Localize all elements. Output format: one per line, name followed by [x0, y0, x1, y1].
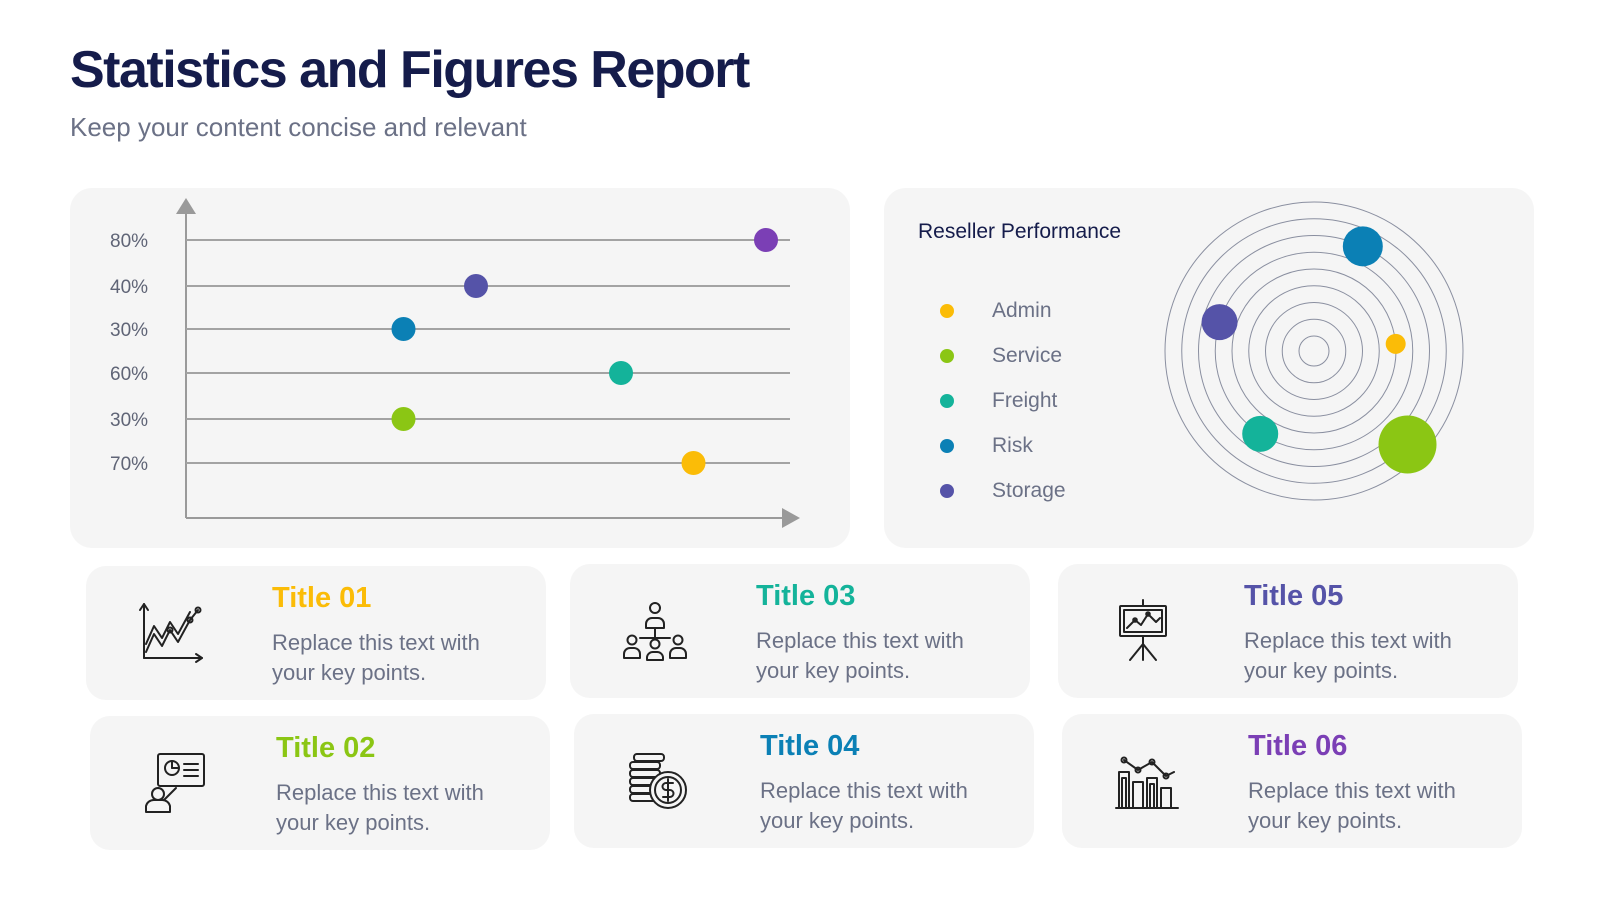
ring — [1265, 302, 1363, 400]
bubble-service — [1378, 415, 1437, 474]
bubble-storage — [1201, 304, 1238, 341]
legend-label: Storage — [992, 478, 1066, 502]
ring — [1281, 318, 1347, 384]
card-title: Title 05 — [1244, 580, 1344, 612]
legend-label: Risk — [992, 433, 1033, 457]
card-text: Replace this text with your key points. — [1248, 778, 1456, 833]
y-tick-label: 60% — [110, 364, 148, 385]
ring — [1214, 251, 1414, 451]
legend-item-admin: Admin — [940, 288, 1066, 333]
card-title: Title 04 — [760, 730, 860, 762]
y-tick-label: 70% — [110, 454, 148, 475]
data-point — [609, 361, 633, 385]
ring — [1198, 235, 1430, 467]
data-point — [754, 228, 778, 252]
legend-item-risk: Risk — [940, 423, 1066, 468]
card-title: Title 03 — [756, 580, 856, 612]
coins-dollar-icon — [629, 753, 687, 809]
info-card-06: Title 06 Replace this text with your key… — [1062, 714, 1522, 848]
bubble-risk — [1342, 226, 1383, 267]
legend-item-freight: Freight — [940, 378, 1066, 423]
legend-marker — [940, 348, 954, 363]
page-subtitle: Keep your content concise and relevant — [70, 112, 527, 142]
legend-marker — [940, 393, 954, 408]
data-point — [464, 274, 488, 298]
legend-label: Freight — [992, 388, 1058, 412]
y-tick-label: 40% — [110, 277, 148, 298]
info-card-02: Title 02 Replace this text with your key… — [90, 716, 550, 850]
card-text: Replace this text with your key points. — [756, 628, 964, 683]
ring — [1164, 201, 1464, 501]
legend-label: Service — [992, 343, 1063, 367]
legend-item-service: Service — [940, 333, 1066, 378]
y-tick-label: 30% — [110, 410, 148, 431]
info-card-03: Title 03 Replace this text with your key… — [570, 564, 1030, 698]
easel-chart-icon — [1119, 599, 1167, 661]
page-title: Statistics and Figures Report — [70, 41, 750, 99]
growth-chart-icon — [139, 603, 203, 663]
card-text: Replace this text with your key points. — [276, 780, 484, 835]
card-title: Title 02 — [276, 732, 376, 764]
legend-item-storage: Storage — [940, 468, 1066, 513]
info-card-04: Title 04 Replace this text with your key… — [574, 714, 1034, 848]
presentation-person-icon — [145, 753, 205, 813]
bubble-admin — [1385, 333, 1406, 354]
y-tick-label: 80% — [110, 231, 148, 252]
ring — [1248, 285, 1380, 417]
data-point — [391, 407, 416, 431]
data-point — [681, 451, 706, 475]
card-text: Replace this text with your key points. — [1244, 628, 1452, 683]
info-card-05: Title 05 Replace this text with your key… — [1058, 564, 1518, 698]
legend-label: Admin — [992, 298, 1052, 322]
legend-marker — [940, 438, 954, 453]
card-title: Title 06 — [1248, 730, 1348, 762]
ring — [1231, 268, 1397, 434]
ring — [1181, 218, 1447, 484]
y-axis-arrow-icon — [176, 198, 196, 214]
x-axis-arrow-icon — [782, 508, 800, 528]
y-tick-label: 30% — [110, 320, 148, 341]
legend-marker — [940, 303, 954, 318]
card-title: Title 01 — [272, 582, 372, 614]
bubble-freight — [1242, 415, 1279, 452]
data-point — [391, 317, 416, 341]
team-hierarchy-icon — [623, 602, 687, 661]
legend-marker — [940, 483, 954, 498]
reseller-performance-panel: Reseller Performance Admin Service Freig… — [884, 188, 1534, 548]
info-card-01: Title 01 Replace this text with your key… — [86, 566, 546, 700]
ring-bubble-chart — [1164, 201, 1464, 501]
card-text: Replace this text with your key points. — [760, 778, 968, 833]
dot-chart: 80% 40% 30% 60% 30% 70% — [110, 198, 800, 528]
reseller-title: Reseller Performance — [918, 220, 1122, 243]
dot-chart-panel: 80% 40% 30% 60% 30% 70% — [70, 188, 850, 548]
bar-growth-icon — [1115, 756, 1179, 809]
ring — [1298, 335, 1330, 367]
card-text: Replace this text with your key points. — [272, 630, 480, 685]
reseller-legend: Admin Service Freight Risk Storage — [940, 288, 1066, 513]
